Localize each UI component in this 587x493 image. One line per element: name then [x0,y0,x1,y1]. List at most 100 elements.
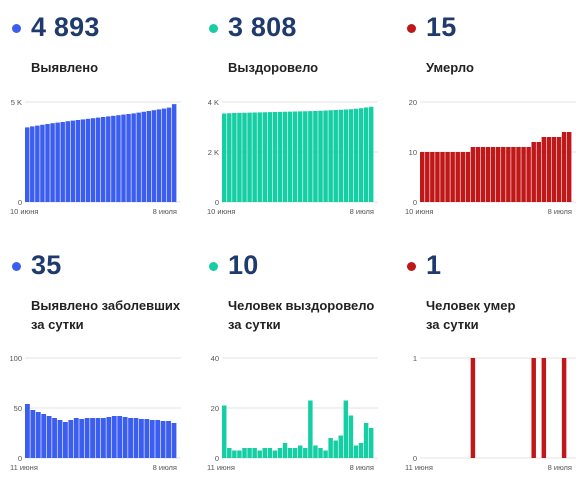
bar [136,112,141,202]
bar [267,448,273,458]
bar [425,152,430,202]
bar [25,404,30,458]
bar [242,448,247,458]
bar [363,107,369,202]
panel-label-line2: за сутки [228,317,281,332]
bar [308,400,313,458]
bar [501,147,506,202]
bar [131,113,136,202]
bar [45,124,50,202]
bar [287,111,293,202]
x-tick-label-end: 8 июля [153,207,177,216]
bar [262,112,267,202]
bar [521,147,526,202]
bar [146,111,152,202]
bar-chart: 4 K 2 K 010 июня 8 июля [207,98,378,216]
bar [65,121,70,202]
bar [63,422,68,458]
bar [318,448,323,458]
bar [41,414,47,458]
y-tick-label: 2 K [208,148,219,157]
panel-label-line1: Умерло [426,60,474,75]
x-tick-label-start: 10 июня [405,207,433,216]
bar [84,418,90,458]
bar [531,142,536,202]
bar [303,448,308,458]
bar [101,117,106,202]
bar [368,106,374,202]
bar [435,152,440,202]
bar [227,113,232,202]
bar [313,445,318,458]
panel-detected-daily: 35 Выявлено заболевших за сутки 100 50 0 11… [9,250,190,482]
bar [40,124,45,202]
bar [343,400,349,458]
bar [139,419,144,458]
bar-chart: 40 20 011 июня 8 июля [207,354,378,472]
bar [363,423,369,458]
bar [52,418,57,458]
bar [50,123,55,202]
x-tick-label-start: 10 июня [207,207,235,216]
bar [232,450,237,458]
bar [95,117,101,202]
bar [117,416,123,458]
legend-dot-icon [12,24,21,33]
bar [541,137,547,202]
bar [303,111,308,202]
bar [156,109,162,202]
panel-deaths-daily: 1 Человек умер за сутки 1 0 11 июня 8 июля [405,250,585,482]
bar [358,443,364,458]
panel-label-line1: Выздоровело [228,60,319,75]
bar [111,115,116,202]
bar [455,152,460,202]
bar [73,418,79,458]
y-tick-label: 0 [413,198,417,207]
bar [566,132,572,202]
bar [106,116,111,202]
bar [111,416,117,458]
bar [496,147,501,202]
panel-label-line1: Человек умер [426,298,516,313]
bar [323,450,328,458]
bar [155,420,161,458]
bar [247,448,252,458]
bar [257,112,262,202]
bar [338,435,343,458]
panel-label: Человек выздоровело за сутки [228,296,374,334]
panel-label: Человек умер за сутки [426,296,515,334]
y-tick-label: 4 K [208,98,219,107]
legend-dot-icon [209,262,218,271]
bar [420,152,425,202]
y-tick-label: 0 [215,454,219,463]
bar [328,438,333,458]
bar [546,137,552,202]
y-tick-label: 0 [215,198,219,207]
y-tick-label: 10 [409,148,417,157]
bar [267,112,273,202]
bar [531,358,536,458]
bar [166,107,172,202]
bar [526,147,531,202]
bar [30,410,36,458]
bar [171,423,177,458]
panel-label-line1: Человек выздоровело [228,298,375,313]
bar [144,419,150,458]
y-tick-label: 0 [413,454,417,463]
bar [128,418,133,458]
panel-label-line1: Выявлено [31,60,99,75]
bar [116,115,121,202]
bar [25,127,30,202]
bar [237,450,242,458]
bar [90,118,96,202]
bar [338,109,343,202]
bar [247,112,252,202]
bar [149,420,155,458]
y-tick-label: 40 [211,354,219,363]
bar [470,147,476,202]
bar [227,448,232,458]
bar [75,120,81,202]
bar [490,147,496,202]
x-tick-label-start: 11 июня [207,463,235,472]
y-tick-label: 1 [413,354,417,363]
